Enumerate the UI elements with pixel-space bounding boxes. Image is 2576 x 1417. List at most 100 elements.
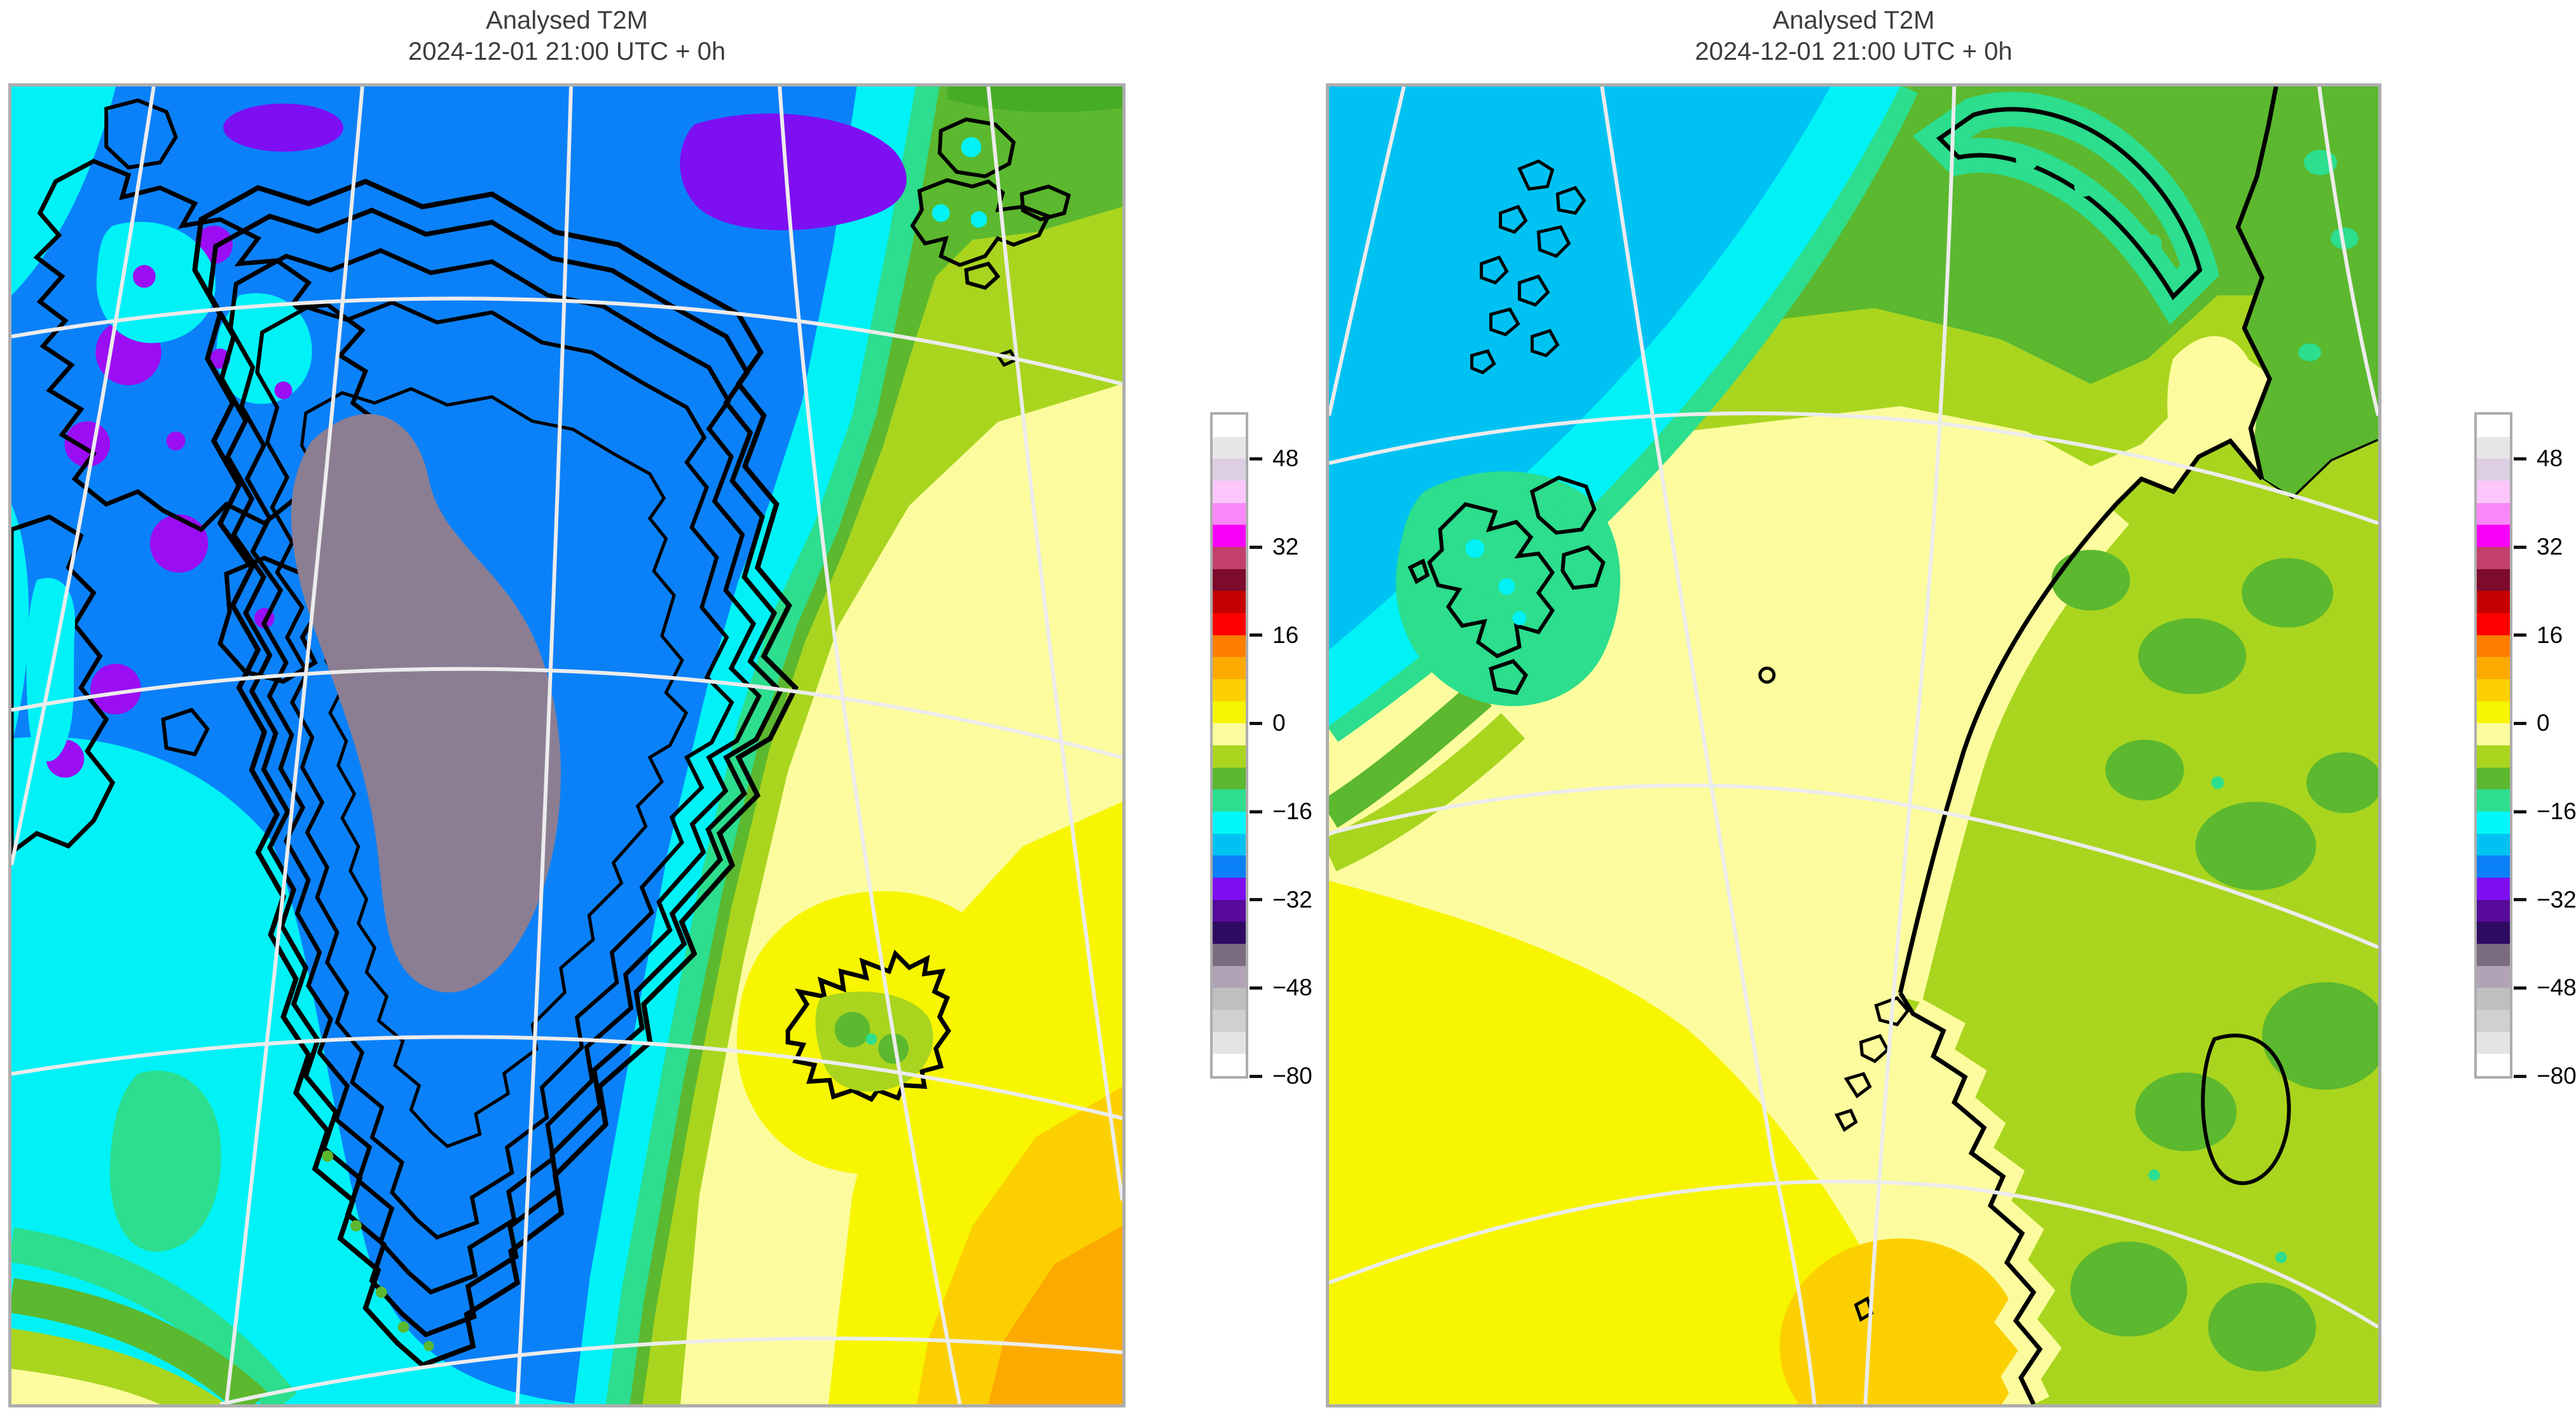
colorbar-tick: 32 xyxy=(1250,534,1298,560)
colorbar-tick: −80 xyxy=(2514,1063,2576,1089)
colorbar-segment xyxy=(2477,723,2510,746)
colorbar-segment xyxy=(1213,878,1246,900)
panel-title-left: Analysed T2M 2024-12-01 21:00 UTC + 0h xyxy=(8,5,1126,67)
colorbar-segment xyxy=(2477,569,2510,591)
colorbar-tick: −32 xyxy=(2514,887,2576,913)
colorbar-segment xyxy=(1213,833,1246,856)
colorbar-segment xyxy=(2477,922,2510,944)
colorbar-segment xyxy=(2477,525,2510,548)
colorbar-tick: 16 xyxy=(2514,622,2563,649)
colorbar-segment xyxy=(2477,613,2510,635)
colorbar-segment xyxy=(1213,591,1246,614)
colorbar-tick-mark xyxy=(2514,633,2526,637)
colorbar-tick-mark xyxy=(2514,457,2526,460)
colorbar-segment xyxy=(1213,569,1246,591)
colorbar-segment xyxy=(1213,944,1246,966)
colorbar-segment xyxy=(1213,502,1246,525)
subtitle-line: 2024-12-01 21:00 UTC + 0h xyxy=(1695,38,2013,66)
colorbar-segment xyxy=(1213,789,1246,812)
colorbar-segment xyxy=(1213,1010,1246,1032)
colorbar-segment xyxy=(2477,547,2510,569)
colorbar-segment xyxy=(2477,745,2510,768)
colorbar-tick-label: −48 xyxy=(1272,974,1312,1001)
colorbar-segment xyxy=(2477,878,2510,900)
colorbar-tick: −48 xyxy=(1250,974,1312,1001)
colorbar-segment xyxy=(1213,855,1246,878)
colorbar-tick-label: 0 xyxy=(2537,710,2550,736)
colorbar-tick-mark xyxy=(2514,721,2526,725)
colorbar-segment xyxy=(2477,855,2510,878)
title-line: Analysed T2M xyxy=(1772,6,1935,34)
colorbar-tick-label: 16 xyxy=(2537,621,2563,648)
colorbar-tick-label: 32 xyxy=(2537,534,2563,560)
colorbar-tick: 16 xyxy=(1250,622,1298,649)
colorbar-tick: 0 xyxy=(1250,710,1286,736)
colorbar-tick-mark xyxy=(2514,810,2526,813)
colorbar-segment xyxy=(2477,436,2510,459)
colorbar-tick-mark xyxy=(1250,986,1262,990)
colorbar-segment xyxy=(1213,481,1246,503)
colorbar-segment xyxy=(2477,988,2510,1011)
colorbar-segment xyxy=(1213,436,1246,459)
colorbar-segment xyxy=(2477,789,2510,812)
map-greenland-svg xyxy=(11,86,1122,1404)
colorbar-gradient xyxy=(2477,415,2510,1077)
colorbar-tick: 48 xyxy=(2514,445,2563,472)
colorbar-segment xyxy=(2477,502,2510,525)
colorbar-tick: −16 xyxy=(1250,798,1312,825)
colorbar-tick-mark xyxy=(2514,986,2526,990)
colorbar-segment xyxy=(1213,679,1246,702)
colorbar-tick-label: −32 xyxy=(2537,886,2576,913)
colorbar-tick: −32 xyxy=(1250,887,1312,913)
colorbar-gradient xyxy=(1213,415,1246,1077)
colorbar-segment xyxy=(1213,701,1246,724)
colorbar-tick: 0 xyxy=(2514,710,2550,736)
colorbar-tick-mark xyxy=(2514,1074,2526,1078)
colorbar-tick-mark xyxy=(1250,721,1262,725)
colorbar-segment xyxy=(1213,899,1246,922)
colorbar-segment xyxy=(2477,965,2510,988)
colorbar-segment xyxy=(2477,1054,2510,1077)
colorbar-segment xyxy=(1213,415,1246,437)
title-line: Analysed T2M xyxy=(486,6,648,34)
colorbar-tick-mark xyxy=(1250,457,1262,460)
colorbar-tick-mark xyxy=(1250,545,1262,549)
colorbar-segment xyxy=(2477,481,2510,503)
colorbar-tick-mark xyxy=(2514,898,2526,902)
colorbar-tick-mark xyxy=(1250,898,1262,902)
colorbar-segment xyxy=(2477,944,2510,966)
colorbar-tick-label: −16 xyxy=(2537,798,2576,824)
colorbar-tick-label: −80 xyxy=(1272,1063,1312,1089)
colorbar-left: 48 32 16 0 −16 −32 −48 −80 xyxy=(1210,412,1312,1089)
colorbar-segment xyxy=(1213,1032,1246,1054)
colorbar-segment xyxy=(2477,701,2510,724)
colorbar-tick-label: −16 xyxy=(1272,798,1312,824)
colorbar-segment xyxy=(1213,988,1246,1011)
colorbar-tick-label: 16 xyxy=(1272,621,1299,648)
colorbar-tick-label: 48 xyxy=(1272,445,1299,472)
colorbar-segment xyxy=(2477,635,2510,658)
colorbar-tick-label: 32 xyxy=(1272,534,1299,560)
colorbar-segment xyxy=(1213,613,1246,635)
colorbar-segment xyxy=(2477,1010,2510,1032)
colorbar-segment xyxy=(2477,1032,2510,1054)
colorbar-tick: −80 xyxy=(1250,1063,1312,1089)
colorbar-segment xyxy=(2477,679,2510,702)
colorbar-segment xyxy=(1213,657,1246,680)
colorbar-segment xyxy=(1213,922,1246,944)
subtitle-line: 2024-12-01 21:00 UTC + 0h xyxy=(408,38,726,66)
colorbar-tick-mark xyxy=(1250,1074,1262,1078)
colorbar-ticks: 48 32 16 0 −16 −32 −48 −80 xyxy=(2514,415,2576,1089)
colorbar-segment xyxy=(1213,525,1246,548)
colorbar-tick-mark xyxy=(1250,810,1262,813)
colorbar-tick-label: −80 xyxy=(2537,1063,2576,1089)
colorbar-segment xyxy=(2477,459,2510,481)
map-greenland xyxy=(8,83,1126,1407)
colorbar-segment xyxy=(1213,459,1246,481)
panel-title-right: Analysed T2M 2024-12-01 21:00 UTC + 0h xyxy=(1326,5,2381,67)
colorbar-segment xyxy=(1213,767,1246,790)
colorbar-segment xyxy=(1213,745,1246,768)
colorbar-ticks: 48 32 16 0 −16 −32 −48 −80 xyxy=(1250,415,1358,1089)
colorbar-tick: −48 xyxy=(2514,974,2576,1001)
colorbar-tick-mark xyxy=(2514,545,2526,549)
